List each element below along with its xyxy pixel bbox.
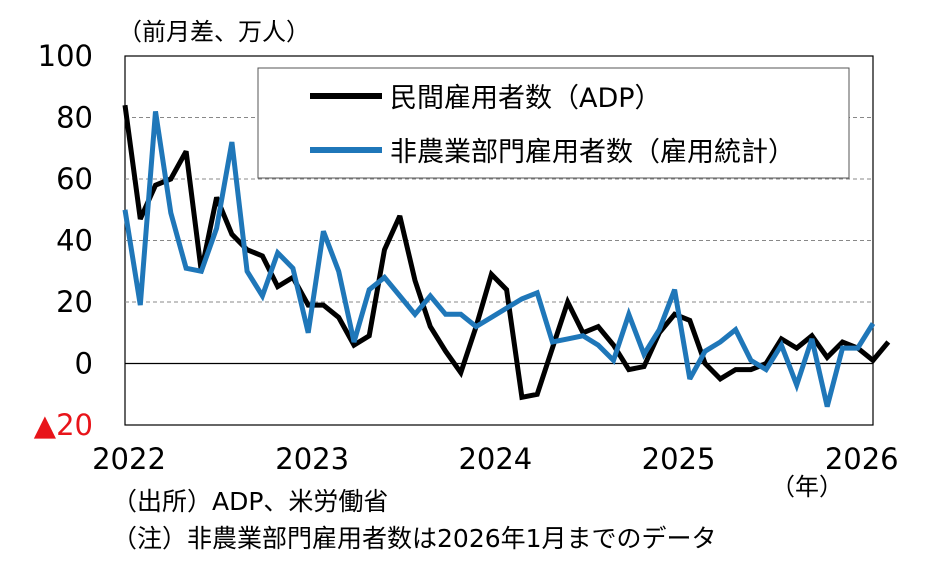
y-tick-label: 0 bbox=[75, 347, 93, 381]
y-tick-label: 40 bbox=[56, 224, 93, 258]
y-tick-label-negative: ▲20 bbox=[34, 408, 93, 442]
y-tick-label: 20 bbox=[56, 285, 93, 319]
legend: 民間雇用者数（ADP） 非農業部門雇用者数（雇用統計） bbox=[257, 67, 850, 179]
legend-box bbox=[257, 67, 850, 179]
series-line-nfp bbox=[122, 111, 876, 408]
legend-label-nfp: 非農業部門雇用者数（雇用統計） bbox=[390, 137, 795, 168]
y-tick-label: 100 bbox=[38, 39, 93, 73]
x-axis-ticks: 2022 2023 2024 2025 2026 bbox=[92, 442, 899, 476]
x-tick-label: 2026 bbox=[825, 442, 899, 476]
y-tick-label: 60 bbox=[56, 162, 93, 196]
series-lines bbox=[122, 104, 891, 408]
x-tick-label: 2023 bbox=[275, 442, 349, 476]
source-note: （出所）ADP、米労働省 bbox=[112, 487, 389, 516]
y-axis-ticks: 100 80 60 40 20 0 ▲20 bbox=[34, 39, 93, 442]
x-tick-label: 2025 bbox=[642, 442, 716, 476]
y-tick-label: 80 bbox=[56, 101, 93, 135]
data-note: （注）非農業部門雇用者数は2026年1月までのデータ bbox=[112, 524, 717, 553]
x-tick-label: 2024 bbox=[458, 442, 532, 476]
x-unit-label: （年） bbox=[771, 473, 843, 500]
unit-label: （前月差、万人） bbox=[118, 18, 310, 46]
x-tick-label: 2022 bbox=[92, 442, 166, 476]
legend-label-adp: 民間雇用者数（ADP） bbox=[390, 83, 662, 114]
